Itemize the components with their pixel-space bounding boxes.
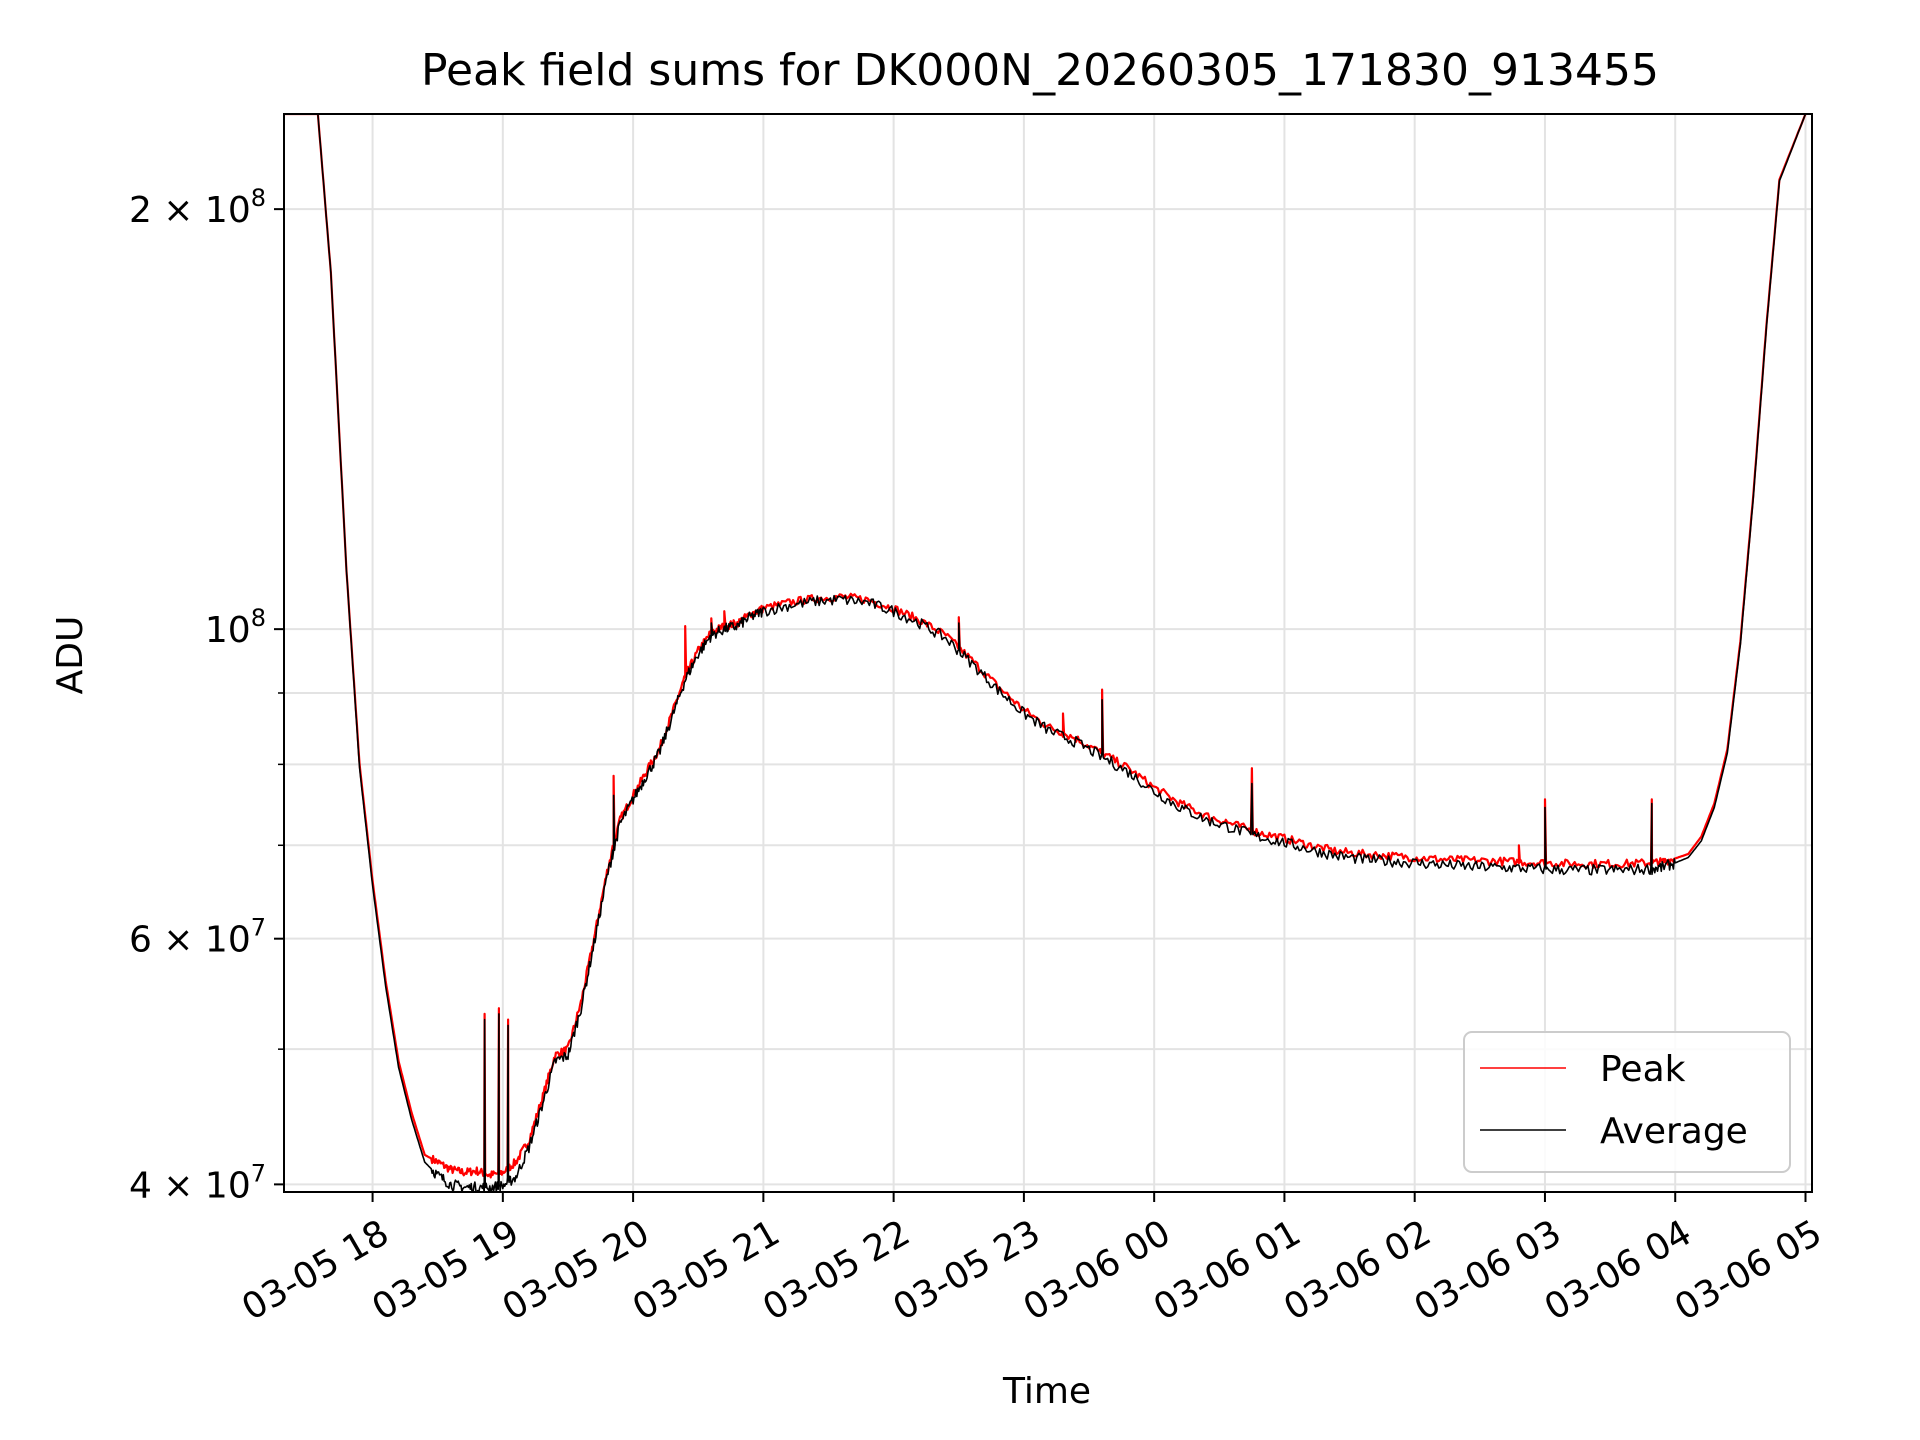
y-tick-exponent: 8: [251, 184, 266, 212]
legend: Peak Average: [1463, 1031, 1791, 1173]
legend-label-peak: Peak: [1600, 1049, 1686, 1090]
y-axis-label: ADU: [50, 616, 91, 695]
series-line-average: [284, 114, 1807, 1192]
y-tick-base: 4 × 10: [129, 1165, 251, 1206]
series-layer: [284, 114, 1807, 1192]
plot-frame: [283, 113, 1813, 1193]
y-tick-exponent: 7: [251, 1159, 266, 1187]
y-tick-base: 2 × 10: [129, 190, 251, 231]
y-tick-base: 6 × 10: [129, 920, 251, 961]
y-tick-label: 108: [205, 604, 266, 651]
y-tick-label: 4 × 107: [129, 1159, 266, 1206]
y-tick-exponent: 7: [251, 914, 266, 942]
chart-title: Peak field sums for DK000N_20260305_1718…: [421, 45, 1659, 96]
x-axis-label: Time: [1002, 1371, 1091, 1412]
y-tick-exponent: 8: [251, 604, 266, 632]
y-tick-label: 2 × 108: [129, 184, 266, 231]
y-tick-base: 10: [205, 610, 251, 651]
y-tick-label: 6 × 107: [129, 914, 266, 961]
legend-label-average: Average: [1600, 1111, 1748, 1152]
legend-box: [1463, 1031, 1791, 1173]
